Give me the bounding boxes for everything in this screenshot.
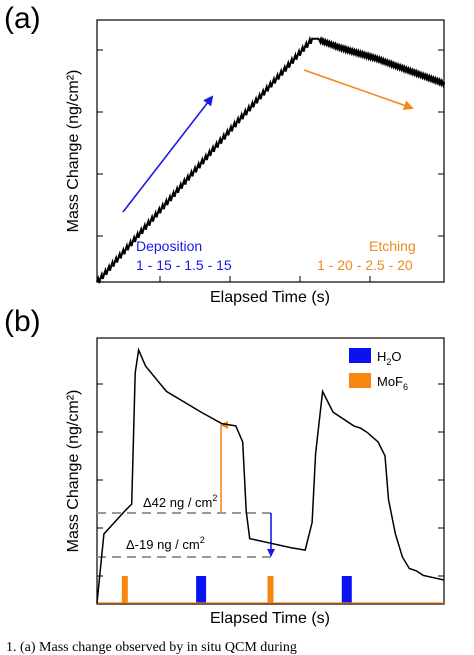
panel-b-plot: Δ42 ng / cm2 Δ-19 ng / cm2 H2O MoF6	[96, 337, 445, 605]
panel-a-x-ticks	[159, 276, 371, 282]
delta-minus19-annotation: Δ-19 ng / cm2	[126, 535, 205, 552]
panel-a-y-ticks	[97, 49, 444, 237]
legend-label-mof6: MoF6	[377, 374, 408, 392]
legend-label-h2o: H2O	[377, 349, 402, 367]
etching-arrow	[303, 69, 414, 111]
deposition-sequence: 1 - 15 - 1.5 - 15	[136, 257, 232, 273]
panel-b-y-axis-title: Mass Change (ng/cm²)	[65, 390, 82, 553]
panel-b-trace	[96, 347, 445, 604]
panel-a-label: (a)	[4, 2, 41, 35]
etching-sequence: 1 - 20 - 2.5 - 20	[317, 257, 413, 273]
figure-caption: 1. (a) Mass change observed by in situ Q…	[6, 640, 297, 655]
panel-a-etching-trace	[317, 36, 446, 89]
legend: H2O MoF6	[349, 348, 408, 392]
legend-swatch-mof6	[349, 373, 371, 388]
pulse-markers	[121, 576, 352, 603]
panel-a-x-axis-title: Elapsed Time (s)	[210, 289, 330, 306]
panel-a-frame	[96, 19, 445, 283]
etching-label: Etching	[369, 238, 416, 254]
h2o-pulse-bar	[341, 576, 352, 603]
panel-a-deposition-trace	[96, 35, 320, 284]
panel-a-y-axis-title: Mass Change (ng/cm²)	[65, 70, 82, 233]
mof6-pulse-bar	[267, 576, 274, 603]
panel-b-x-axis-title: Elapsed Time (s)	[210, 610, 330, 627]
legend-swatch-h2o	[349, 348, 371, 363]
panel-b-y-ticks	[97, 383, 444, 577]
deposition-label: Deposition	[136, 238, 202, 254]
panel-a-plot: Deposition 1 - 15 - 1.5 - 15 Etching 1 -…	[96, 19, 446, 284]
deposition-arrow	[122, 95, 214, 213]
mof6-pulse-bar	[121, 576, 128, 603]
h2o-pulse-bar	[196, 576, 207, 603]
panel-b-label: (b)	[4, 305, 41, 338]
panel-b-frame	[96, 337, 445, 605]
delta-42-annotation: Δ42 ng / cm2	[143, 493, 217, 510]
